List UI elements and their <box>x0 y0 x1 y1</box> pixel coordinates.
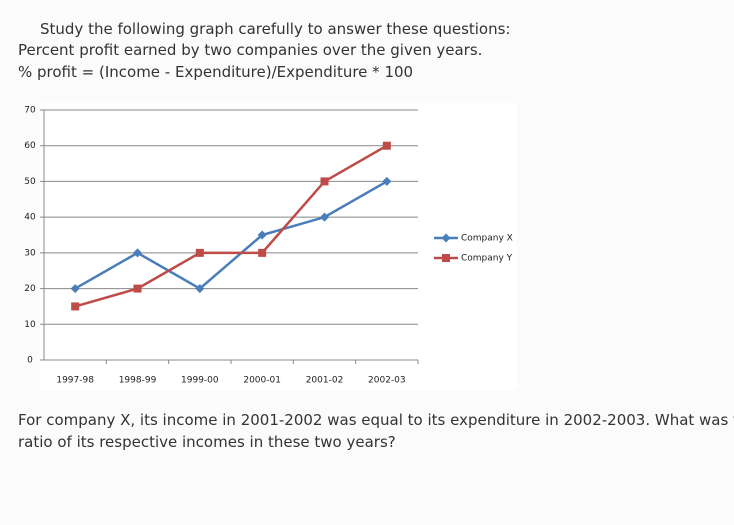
y-tick-label: 20 <box>24 284 36 294</box>
y-tick-label: 60 <box>24 141 36 151</box>
legend-marker <box>442 254 450 262</box>
y-tick-label: 0 <box>27 356 33 366</box>
point <box>320 177 329 186</box>
point <box>133 284 142 293</box>
y-tick-label: 40 <box>24 213 36 223</box>
y-tick-label: 30 <box>24 248 36 258</box>
chart-area <box>40 103 517 390</box>
point <box>195 248 204 257</box>
point <box>382 141 391 150</box>
y-tick-label: 10 <box>24 320 36 330</box>
point <box>320 212 329 222</box>
intro-line: Percent profit earned by two companies o… <box>18 41 483 59</box>
legend-label: Company X <box>461 234 513 244</box>
intro-line: Study the following graph carefully to a… <box>40 20 511 38</box>
y-tick-label: 70 <box>24 106 36 116</box>
point <box>258 248 267 257</box>
x-tick-label: 1997-98 <box>56 376 94 386</box>
x-tick-label: 1999-00 <box>181 376 219 386</box>
point <box>133 248 142 258</box>
series-line <box>74 180 388 291</box>
series-line <box>74 144 388 308</box>
x-tick-label: 2000-01 <box>243 376 281 386</box>
point <box>71 302 80 311</box>
x-tick-label: 2001-02 <box>306 376 344 386</box>
legend-label: Company Y <box>461 254 513 264</box>
point <box>195 284 205 294</box>
x-tick-label: 2002-03 <box>368 376 406 386</box>
y-tick-label: 50 <box>24 177 36 187</box>
point <box>70 284 80 294</box>
question-line: ratio of its respective incomes in these… <box>18 433 396 451</box>
point <box>382 176 392 186</box>
question-line: For company X, its income in 2001-2002 w… <box>18 411 734 429</box>
legend-marker <box>441 233 451 243</box>
intro-line: % profit = (Income - Expenditure)/Expend… <box>18 63 414 81</box>
x-tick-label: 1998-99 <box>119 376 157 386</box>
point <box>257 230 267 240</box>
